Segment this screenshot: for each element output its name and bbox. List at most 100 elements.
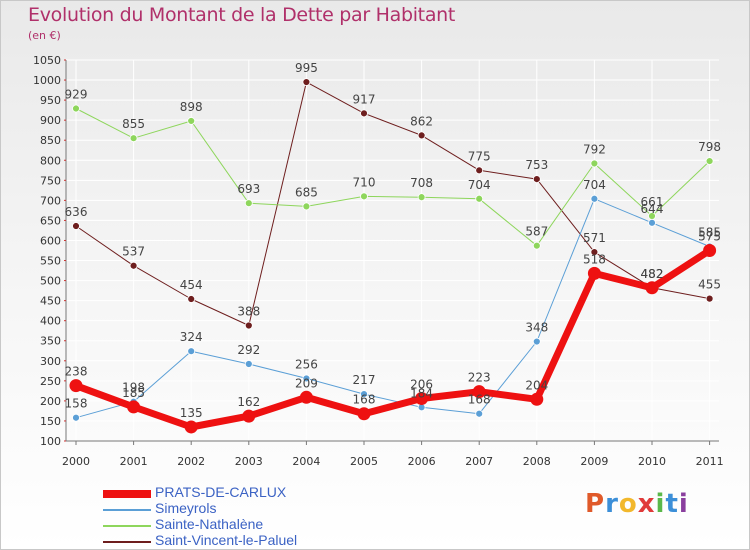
data-label-simeyrols: 348	[525, 321, 548, 335]
y-tick-label: 900	[40, 114, 61, 127]
y-tick-label: 150	[40, 415, 61, 428]
data-label-prats-de-carlux: 185	[122, 386, 145, 400]
data-point-saint-vincent-le-paluel	[532, 175, 541, 184]
data-point-saint-vincent-le-paluel	[360, 109, 368, 118]
data-point-sainte-nathal-ne	[187, 117, 196, 125]
data-point-simeyrols	[302, 374, 311, 383]
data-label-prats-de-carlux: 482	[641, 267, 664, 281]
data-point-sainte-nathal-ne	[532, 241, 541, 250]
data-point-simeyrols	[360, 390, 368, 398]
data-point-sainte-nathal-ne	[129, 134, 138, 143]
grid-lines	[66, 59, 719, 441]
x-tick-label: 2000	[62, 455, 90, 468]
data-label-sainte-nathal-ne: 661	[641, 195, 664, 209]
data-label-simeyrols: 198	[122, 381, 145, 395]
data-point-prats-de-carlux	[357, 407, 371, 421]
data-point-prats-de-carlux	[415, 391, 429, 405]
series-lines	[69, 78, 717, 434]
data-point-prats-de-carlux	[530, 392, 544, 406]
data-label-saint-vincent-le-paluel: 571	[583, 231, 606, 245]
x-tick-label: 2010	[638, 455, 666, 468]
data-label-sainte-nathal-ne: 710	[353, 175, 376, 189]
data-label-saint-vincent-le-paluel: 862	[410, 114, 433, 128]
data-point-simeyrols	[475, 409, 484, 418]
logo-letter: x	[637, 489, 656, 519]
data-point-prats-de-carlux	[587, 266, 601, 280]
data-label-prats-de-carlux: 518	[583, 252, 606, 266]
data-point-prats-de-carlux	[645, 281, 659, 295]
data-label-prats-de-carlux: 168	[353, 393, 376, 407]
data-point-simeyrols	[187, 347, 196, 356]
y-tick-label: 1000	[33, 74, 61, 87]
data-point-simeyrols	[244, 360, 253, 368]
data-label-simeyrols: 324	[180, 330, 203, 344]
legend-label: Simeyrols	[155, 500, 217, 516]
logo-letter: o	[618, 489, 638, 519]
data-label-prats-de-carlux: 135	[180, 406, 203, 420]
legend-swatch	[103, 490, 151, 498]
y-tick-label: 850	[40, 134, 61, 147]
data-point-simeyrols	[648, 218, 656, 227]
data-label-sainte-nathal-ne: 855	[122, 117, 145, 131]
data-point-simeyrols	[590, 194, 599, 203]
logo-letter: t	[665, 489, 679, 519]
data-label-sainte-nathal-ne: 798	[698, 140, 721, 154]
x-tick-label: 2001	[120, 455, 148, 468]
y-tick-label: 750	[40, 174, 61, 187]
data-point-prats-de-carlux	[184, 420, 198, 434]
data-label-saint-vincent-le-paluel: 537	[122, 245, 145, 259]
axes: 100 150 200 250 300 350 400 450 500 550 600 650 700 7…	[33, 54, 724, 468]
x-tick-label: 2002	[177, 455, 205, 468]
data-label-saint-vincent-le-paluel: 388	[237, 304, 260, 318]
data-point-saint-vincent-le-paluel	[302, 78, 311, 86]
data-label-saint-vincent-le-paluel: 775	[468, 149, 491, 163]
data-label-saint-vincent-le-paluel: 636	[65, 205, 88, 219]
data-label-simeyrols: 217	[353, 373, 376, 387]
data-point-saint-vincent-le-paluel	[417, 131, 426, 140]
data-label-saint-vincent-le-paluel: 482	[641, 267, 664, 281]
x-tick-label: 2006	[408, 455, 436, 468]
data-point-saint-vincent-le-paluel	[187, 295, 196, 303]
data-point-saint-vincent-le-paluel	[590, 248, 599, 257]
data-point-sainte-nathal-ne	[302, 202, 311, 211]
data-point-saint-vincent-le-paluel	[475, 166, 484, 175]
data-label-prats-de-carlux: 238	[65, 365, 88, 379]
data-label-prats-de-carlux: 209	[295, 376, 318, 390]
data-labels: 636 537 454 388 995 917 862 775 753 571 482 455 929 8…	[65, 61, 722, 420]
legend-label: Saint-Vincent-le-Paluel	[155, 532, 298, 548]
series-line-simeyrols	[75, 198, 711, 419]
data-label-sainte-nathal-ne: 929	[65, 88, 88, 102]
data-label-saint-vincent-le-paluel: 455	[698, 278, 721, 292]
y-tick-label: 450	[40, 295, 61, 308]
legend-label: PRATS-DE-CARLUX	[155, 484, 287, 500]
legend-swatch	[103, 509, 151, 511]
data-point-prats-de-carlux	[703, 244, 717, 257]
data-label-sainte-nathal-ne: 792	[583, 142, 606, 156]
data-label-saint-vincent-le-paluel: 917	[353, 92, 376, 106]
series-line-sainte-nathal-ne	[75, 108, 711, 247]
y-tick-label: 600	[40, 234, 61, 247]
data-point-prats-de-carlux	[127, 400, 141, 414]
data-label-simeyrols: 184	[410, 386, 433, 400]
data-label-sainte-nathal-ne: 898	[180, 100, 203, 114]
data-label-saint-vincent-le-paluel: 753	[525, 158, 548, 172]
y-tick-label: 650	[40, 214, 61, 227]
y-tick-label: 500	[40, 275, 61, 288]
data-point-saint-vincent-le-paluel	[72, 222, 80, 230]
data-point-sainte-nathal-ne	[417, 193, 426, 202]
data-label-prats-de-carlux: 204	[525, 378, 548, 392]
data-label-simeyrols: 158	[65, 397, 88, 411]
y-tick-label: 350	[40, 335, 61, 348]
data-label-prats-de-carlux: 223	[468, 371, 491, 385]
data-point-simeyrols	[72, 413, 80, 422]
data-label-simeyrols: 292	[237, 343, 260, 357]
data-label-simeyrols: 585	[698, 225, 721, 239]
data-label-saint-vincent-le-paluel: 995	[295, 61, 318, 75]
y-tick-label: 250	[40, 375, 61, 388]
data-label-simeyrols: 704	[583, 178, 606, 192]
x-tick-label: 2005	[350, 455, 378, 468]
data-point-prats-de-carlux	[472, 385, 486, 399]
chart-title: Evolution du Montant de la Dette par Hab…	[28, 4, 456, 26]
